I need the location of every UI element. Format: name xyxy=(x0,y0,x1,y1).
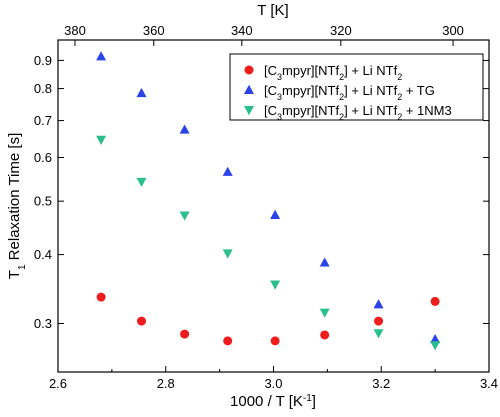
legend: [C3mpyr][NTf2] + Li NTf2[C3mpyr][NTf2] +… xyxy=(229,53,484,122)
top-tick-label: 320 xyxy=(330,23,352,38)
top-tick-label: 340 xyxy=(231,23,253,38)
legend-marker-3 xyxy=(244,106,254,116)
top-tick-label: 300 xyxy=(442,23,464,38)
data-point-series-3 xyxy=(430,341,441,351)
x-tick-label: 3.4 xyxy=(480,376,498,391)
data-point-series-1 xyxy=(270,336,280,346)
y-tick-label: 0.4 xyxy=(34,247,52,262)
y-tick-label: 0.5 xyxy=(34,194,52,209)
x-tick-label: 3.2 xyxy=(372,376,390,391)
data-point-series-2 xyxy=(319,257,330,267)
data-markers xyxy=(96,51,441,351)
y-tick-label: 0.9 xyxy=(34,53,52,68)
top-tick-label: 360 xyxy=(143,23,165,38)
y-tick-label: 0.3 xyxy=(34,316,52,331)
top-axis-title: T [K] xyxy=(257,2,288,19)
x-tick-label: 3.0 xyxy=(264,376,282,391)
data-point-series-3 xyxy=(179,211,190,221)
x-tick-label: 2.6 xyxy=(49,376,67,391)
data-point-series-1 xyxy=(137,316,147,326)
data-point-series-2 xyxy=(179,124,190,134)
data-point-series-1 xyxy=(430,296,440,306)
data-point-series-3 xyxy=(222,249,233,259)
y-tick-label: 0.8 xyxy=(34,81,52,96)
data-point-series-1 xyxy=(320,330,330,340)
legend-label-1: [C3mpyr][NTf2] + Li NTf2 xyxy=(264,63,402,82)
data-point-series-1 xyxy=(96,292,106,302)
data-point-series-1 xyxy=(223,336,233,346)
data-point-series-2 xyxy=(270,209,281,219)
top-tick-label: 380 xyxy=(64,23,86,38)
data-point-series-3 xyxy=(319,308,330,318)
data-point-series-3 xyxy=(96,135,107,146)
data-point-series-2 xyxy=(222,166,233,176)
data-point-series-2 xyxy=(430,333,441,344)
legend-box xyxy=(229,53,484,121)
y-axis-title: T1 Relaxation Time [s] xyxy=(6,133,28,279)
legend-marker-1 xyxy=(244,65,254,75)
left-y-axis: 0.3 0.4 0.5 0.6 0.7 0.8 0.9 xyxy=(34,53,489,331)
legend-label-3: [C3mpyr][NTf2] + Li NTf2 + 1NM3 xyxy=(264,103,452,122)
data-point-series-2 xyxy=(373,299,384,309)
data-point-series-2 xyxy=(136,87,147,98)
legend-label-2: [C3mpyr][NTf2] + Li NTf2 + TG xyxy=(264,83,435,102)
top-x-axis: 380 360 340 320 300 xyxy=(64,23,464,46)
y-tick-label: 0.7 xyxy=(34,113,52,128)
data-point-series-2 xyxy=(96,51,107,61)
data-point-series-3 xyxy=(373,329,384,339)
x-axis-title: 1000 / T [K-1] xyxy=(230,393,316,411)
y-tick-label: 0.6 xyxy=(34,150,52,165)
bottom-x-axis: 2.6 2.8 3.0 3.2 3.4 xyxy=(49,366,498,391)
data-point-series-3 xyxy=(270,280,281,290)
data-point-series-1 xyxy=(374,316,384,326)
data-point-series-1 xyxy=(180,329,190,339)
x-tick-label: 2.8 xyxy=(157,376,175,391)
data-point-series-3 xyxy=(136,177,147,188)
legend-marker-2 xyxy=(244,84,254,94)
